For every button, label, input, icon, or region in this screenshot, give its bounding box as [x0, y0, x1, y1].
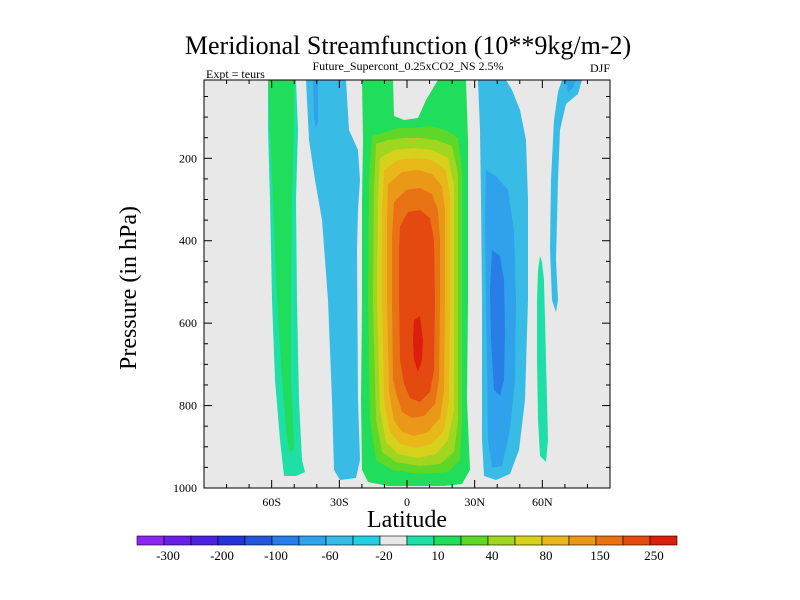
contour-region [413, 316, 423, 372]
contour-region [550, 80, 582, 312]
x-tick-label: 30N [464, 495, 485, 509]
colorbar-swatch [433, 535, 462, 546]
colorbar-swatch [622, 535, 651, 546]
colorbar-swatch [325, 535, 354, 546]
x-tick-label: 60N [532, 495, 553, 509]
colorbar-swatch [136, 535, 165, 546]
colorbar-label: -300 [156, 548, 180, 563]
colorbar-label: 150 [590, 548, 610, 563]
colorbar-swatch [406, 535, 435, 546]
contour-region [268, 80, 294, 452]
contour-region [490, 250, 505, 396]
colorbar-label: 10 [432, 548, 445, 563]
y-axis-label: Pressure (in hPa) [116, 206, 142, 370]
colorbar-swatch [649, 535, 678, 546]
contour-region [537, 256, 548, 462]
contour-fills [268, 80, 582, 486]
colorbar: -300 -200 -100 -60 -20 10 40 80 150 250 [136, 535, 678, 563]
colorbar-swatch [244, 535, 273, 546]
contour-region [566, 80, 576, 92]
colorbar-swatch [379, 535, 408, 546]
colorbar-swatch [190, 535, 219, 546]
season-label: DJF [590, 61, 610, 75]
colorbar-label: 40 [486, 548, 499, 563]
colorbar-swatch [460, 535, 489, 546]
chart-title: Meridional Streamfunction (10**9kg/m-2) [185, 31, 631, 60]
colorbar-label: -100 [264, 548, 288, 563]
x-tick-label: 60S [262, 495, 281, 509]
contour-region [313, 80, 318, 128]
colorbar-swatch [271, 535, 300, 546]
y-tick-label: 600 [179, 316, 197, 330]
y-axis: 200 400 600 800 1000 [173, 95, 610, 495]
colorbar-swatch [595, 535, 624, 546]
x-tick-label: 30S [330, 495, 349, 509]
chart-subtitle: Future_Supercont_0.25xCO2_NS 2.5% [313, 59, 504, 73]
colorbar-swatch [352, 535, 381, 546]
colorbar-label: -60 [321, 548, 338, 563]
experiment-label: Expt = teurs [206, 67, 265, 81]
x-tick-label: 0 [404, 495, 410, 509]
y-tick-label: 200 [179, 151, 197, 165]
colorbar-label: 250 [644, 548, 664, 563]
y-tick-label: 400 [179, 234, 197, 248]
colorbar-swatch [298, 535, 327, 546]
x-axis: 60S 30S 0 30N 60N [226, 80, 588, 509]
colorbar-swatch [163, 535, 192, 546]
colorbar-swatch [217, 535, 246, 546]
y-tick-label: 800 [179, 399, 197, 413]
colorbar-swatch [568, 535, 597, 546]
x-axis-label: Latitude [367, 507, 447, 533]
contour-region [306, 80, 360, 480]
colorbar-label: -200 [210, 548, 234, 563]
colorbar-swatch [487, 535, 516, 546]
contour-region [399, 210, 435, 402]
colorbar-swatch [514, 535, 543, 546]
colorbar-label: -20 [375, 548, 392, 563]
colorbar-label: 80 [540, 548, 553, 563]
y-tick-label: 1000 [173, 481, 197, 495]
colorbar-swatch [541, 535, 570, 546]
